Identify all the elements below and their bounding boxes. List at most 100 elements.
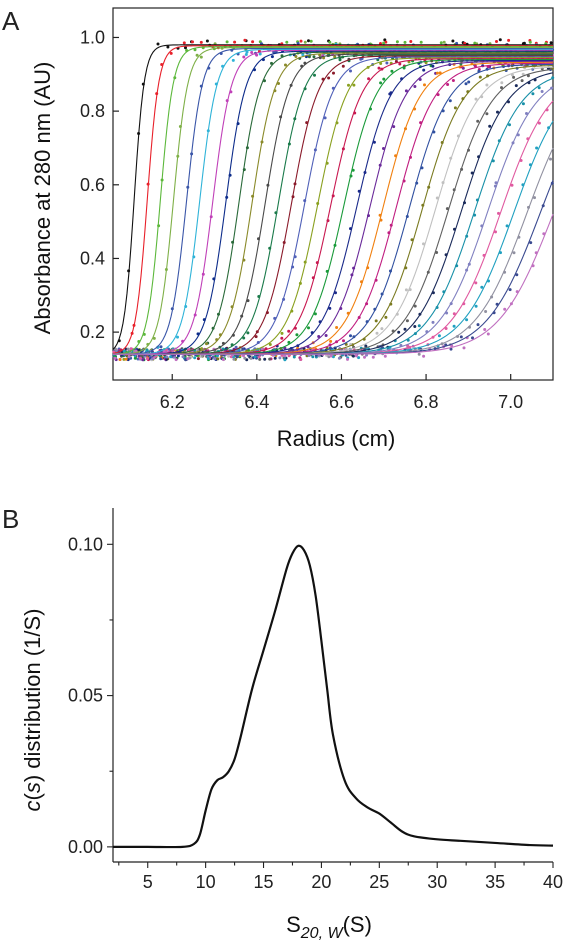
data-point bbox=[473, 64, 477, 68]
data-point bbox=[118, 358, 122, 361]
x-tick-label: 35 bbox=[485, 872, 505, 892]
panel-b-cs-distribution-line bbox=[112, 544, 554, 849]
fit-curve bbox=[112, 47, 553, 355]
data-point bbox=[498, 38, 502, 42]
data-point bbox=[284, 63, 287, 67]
data-point bbox=[382, 77, 386, 81]
fit-curve bbox=[113, 51, 553, 355]
x-tick-label: 6.8 bbox=[414, 392, 439, 412]
data-point bbox=[521, 102, 525, 106]
panel-a-fit-curves bbox=[112, 44, 554, 355]
data-point bbox=[451, 79, 455, 82]
data-point bbox=[133, 356, 137, 360]
data-point bbox=[213, 357, 217, 361]
data-point bbox=[176, 335, 179, 339]
x-tick-label: 10 bbox=[196, 872, 216, 892]
data-point bbox=[285, 40, 289, 44]
data-point bbox=[311, 355, 315, 359]
x-tick-label: 30 bbox=[427, 872, 447, 892]
data-point bbox=[452, 312, 456, 316]
data-point bbox=[193, 48, 197, 52]
data-point bbox=[328, 306, 332, 310]
data-point bbox=[323, 116, 327, 120]
data-point bbox=[225, 40, 229, 44]
data-point bbox=[322, 56, 326, 60]
data-point bbox=[199, 55, 203, 59]
data-point bbox=[474, 97, 478, 101]
data-point bbox=[437, 334, 441, 338]
data-point bbox=[455, 41, 459, 45]
fit-curve bbox=[113, 54, 553, 355]
data-point bbox=[422, 242, 425, 246]
data-point bbox=[483, 328, 487, 331]
data-point bbox=[507, 38, 511, 42]
fit-curve bbox=[113, 77, 554, 355]
data-point bbox=[250, 51, 254, 54]
data-point bbox=[243, 38, 247, 42]
data-point bbox=[379, 62, 383, 65]
data-point bbox=[341, 64, 345, 68]
data-point bbox=[127, 355, 131, 359]
data-point bbox=[268, 357, 272, 361]
data-point bbox=[186, 357, 190, 361]
data-point bbox=[342, 339, 345, 343]
data-point bbox=[422, 354, 426, 358]
data-point bbox=[367, 77, 371, 81]
data-point bbox=[251, 40, 255, 44]
y-tick-label: 0.6 bbox=[80, 175, 105, 195]
data-point bbox=[227, 354, 231, 358]
data-point bbox=[166, 45, 170, 49]
data-point bbox=[337, 356, 341, 360]
x-tick-label: 6.2 bbox=[160, 392, 185, 412]
data-point bbox=[182, 41, 186, 45]
data-point bbox=[398, 62, 402, 66]
data-point bbox=[452, 324, 456, 328]
data-point bbox=[413, 304, 417, 308]
data-point bbox=[520, 79, 524, 83]
data-point bbox=[533, 196, 536, 200]
data-point bbox=[549, 157, 552, 161]
data-point bbox=[205, 39, 209, 43]
data-point bbox=[488, 124, 492, 128]
data-point bbox=[191, 40, 194, 44]
fit-curve bbox=[113, 59, 553, 355]
data-point bbox=[255, 53, 259, 57]
data-point bbox=[346, 357, 349, 361]
data-point bbox=[537, 86, 541, 90]
data-point bbox=[474, 304, 478, 308]
data-point bbox=[307, 39, 310, 43]
data-point bbox=[200, 347, 204, 351]
data-point bbox=[338, 58, 342, 62]
data-point bbox=[141, 358, 145, 362]
data-point bbox=[254, 335, 258, 339]
fit-curve bbox=[112, 45, 553, 354]
data-point bbox=[206, 357, 210, 360]
data-point bbox=[347, 83, 350, 87]
data-point bbox=[187, 348, 191, 352]
data-point bbox=[287, 329, 291, 333]
data-point bbox=[422, 68, 426, 72]
data-point bbox=[505, 224, 509, 228]
data-point bbox=[476, 119, 480, 123]
data-point bbox=[242, 55, 246, 59]
data-point bbox=[403, 40, 407, 44]
y-tick-label: 0.05 bbox=[68, 686, 103, 706]
x-tick-label: 6.6 bbox=[329, 392, 354, 412]
fit-curve bbox=[113, 53, 553, 355]
data-point bbox=[205, 342, 208, 346]
y-title-open: ( bbox=[20, 792, 45, 800]
data-point bbox=[354, 354, 358, 358]
data-point bbox=[535, 146, 539, 150]
data-point bbox=[242, 336, 246, 340]
data-point bbox=[510, 183, 514, 187]
data-point bbox=[444, 327, 448, 330]
fit-curve bbox=[113, 86, 554, 355]
data-point bbox=[496, 110, 499, 114]
data-point bbox=[246, 331, 250, 335]
data-point bbox=[404, 288, 408, 292]
data-point bbox=[221, 358, 225, 361]
data-point bbox=[448, 99, 452, 103]
data-point bbox=[294, 55, 298, 58]
data-point bbox=[165, 348, 168, 352]
data-point bbox=[478, 75, 482, 79]
